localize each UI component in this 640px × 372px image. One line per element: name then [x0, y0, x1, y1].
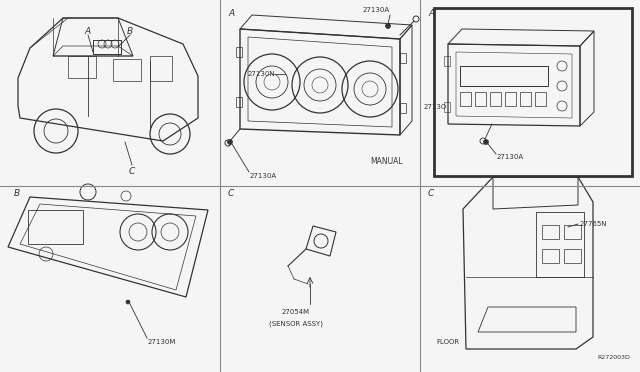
- Circle shape: [227, 140, 232, 144]
- Bar: [564, 225, 581, 239]
- Circle shape: [126, 300, 130, 304]
- Bar: [400, 103, 406, 113]
- Bar: [536, 212, 584, 277]
- Bar: [505, 92, 516, 106]
- Text: (SENSOR ASSY): (SENSOR ASSY): [269, 321, 323, 327]
- Bar: [564, 249, 581, 263]
- Bar: [542, 249, 559, 263]
- Text: A: A: [85, 28, 91, 36]
- Text: 27054M: 27054M: [282, 309, 310, 315]
- Bar: [236, 47, 242, 57]
- Bar: [113, 59, 141, 81]
- Bar: [460, 92, 471, 106]
- Bar: [236, 97, 242, 107]
- Text: C: C: [228, 189, 234, 199]
- Bar: [520, 92, 531, 106]
- Text: 27130M: 27130M: [148, 339, 177, 345]
- Text: C: C: [129, 167, 135, 176]
- Text: 27130A: 27130A: [363, 7, 390, 13]
- Bar: [444, 102, 450, 112]
- Text: C: C: [428, 189, 435, 199]
- Text: 2713O: 2713O: [424, 104, 447, 110]
- Bar: [542, 225, 559, 239]
- Bar: [150, 56, 172, 81]
- Bar: [68, 56, 96, 78]
- Bar: [400, 53, 406, 63]
- Text: FLOOR: FLOOR: [436, 339, 459, 345]
- Text: 27765N: 27765N: [580, 221, 607, 227]
- Text: 27130N: 27130N: [248, 71, 276, 77]
- Text: R272003D: R272003D: [597, 355, 630, 360]
- Circle shape: [483, 140, 488, 144]
- Text: A: A: [228, 10, 234, 19]
- Bar: [93, 40, 121, 54]
- Bar: [535, 92, 546, 106]
- Text: B: B: [127, 28, 133, 36]
- Bar: [490, 92, 501, 106]
- Bar: [434, 8, 632, 176]
- Text: 27130A: 27130A: [250, 173, 277, 179]
- Bar: [444, 56, 450, 66]
- Circle shape: [385, 23, 390, 29]
- Text: 27130A: 27130A: [497, 154, 524, 160]
- Bar: [28, 210, 83, 244]
- Text: B: B: [14, 189, 20, 199]
- Bar: [475, 92, 486, 106]
- Text: A: A: [428, 10, 434, 19]
- Text: MANUAL: MANUAL: [370, 157, 403, 167]
- Bar: [460, 66, 548, 86]
